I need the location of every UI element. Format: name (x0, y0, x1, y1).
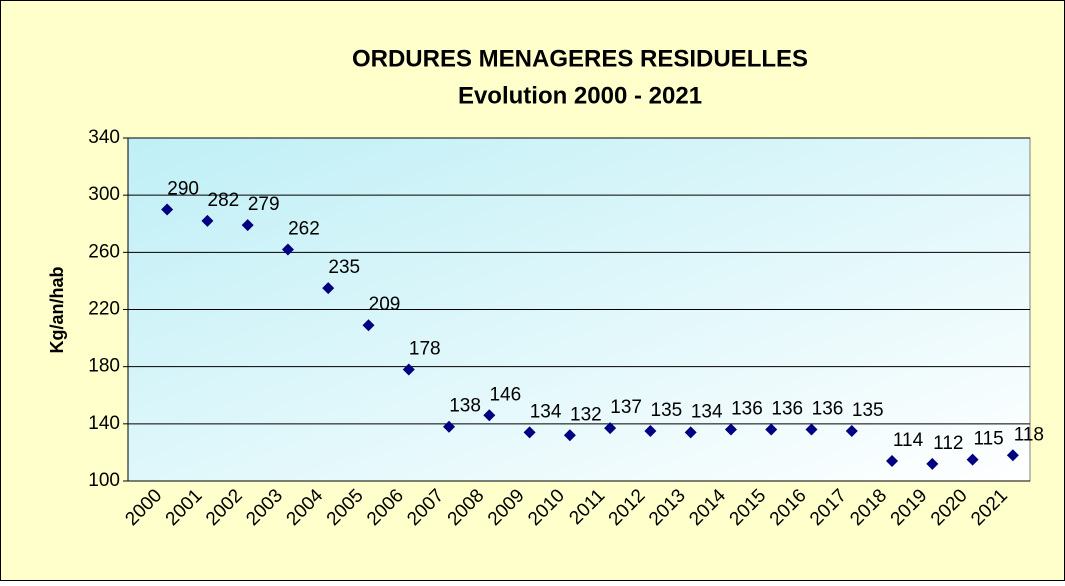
data-label: 112 (933, 433, 963, 454)
marker (926, 457, 939, 470)
marker (402, 363, 415, 376)
data-label: 115 (973, 429, 1003, 450)
y-tick-label: 180 (88, 356, 120, 377)
data-label: 134 (691, 401, 723, 422)
data-label: 114 (893, 430, 924, 451)
marker (161, 203, 174, 216)
y-tick-label: 140 (88, 413, 120, 434)
marker (604, 422, 617, 435)
data-label: 135 (651, 400, 683, 421)
marker (201, 214, 214, 227)
marker (886, 454, 899, 467)
data-label: 137 (610, 397, 642, 418)
data-label: 134 (530, 401, 562, 422)
marker (684, 426, 697, 439)
chart-subtitle: Evolution 2000 - 2021 (458, 82, 702, 109)
marker (322, 282, 335, 295)
chart-title: ORDURES MENAGERES RESIDUELLES (352, 45, 808, 72)
data-label: 282 (208, 190, 240, 211)
marker (1006, 449, 1019, 462)
marker (362, 319, 375, 332)
marker (523, 426, 536, 439)
data-label: 136 (812, 399, 844, 420)
marker (563, 429, 576, 442)
marker (724, 423, 737, 436)
data-label: 178 (409, 339, 441, 360)
data-label: 136 (731, 399, 763, 420)
data-label: 135 (852, 400, 884, 421)
data-label: 262 (288, 218, 320, 239)
data-label: 138 (449, 396, 481, 417)
marker (765, 423, 778, 436)
data-label: 235 (328, 257, 360, 278)
y-tick-label: 300 (88, 184, 120, 205)
data-label: 290 (167, 178, 199, 199)
marker (483, 409, 496, 422)
marker (845, 424, 858, 437)
y-tick-label: 220 (88, 299, 120, 320)
y-axis-label: Kg/an/hab (47, 266, 67, 353)
marker (443, 420, 456, 433)
data-label: 279 (248, 194, 280, 215)
data-label: 146 (489, 384, 521, 405)
y-tick-label: 260 (88, 241, 120, 262)
marker (805, 423, 818, 436)
data-label: 132 (570, 404, 602, 425)
marker (281, 243, 294, 256)
marker (966, 453, 979, 466)
y-tick-label: 100 (88, 470, 120, 491)
data-label: 136 (771, 399, 803, 420)
marker (644, 424, 657, 437)
marker (241, 219, 254, 232)
y-tick-label: 340 (88, 127, 120, 148)
data-label: 209 (369, 294, 401, 315)
data-label: 118 (1014, 424, 1044, 445)
